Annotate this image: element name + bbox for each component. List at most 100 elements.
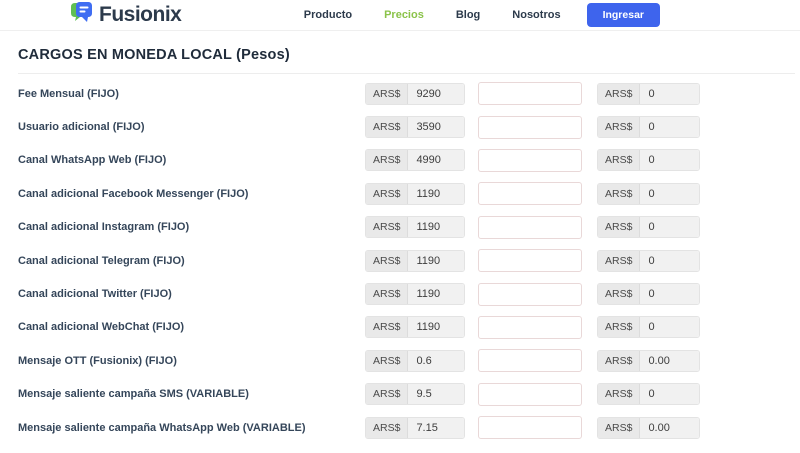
price-row-label: Fee Mensual (FIJO) bbox=[18, 87, 119, 100]
quantity-input[interactable] bbox=[478, 215, 582, 239]
price-row-label: Mensaje OTT (Fusionix) (FIJO) bbox=[18, 354, 177, 367]
base-price-group: ARS$ 9.5 bbox=[365, 383, 465, 406]
price-row: Canal adicional Twitter (FIJO) ARS$ 1190… bbox=[18, 277, 700, 310]
currency-prefix-label: ARS$ bbox=[366, 217, 409, 238]
price-row-label: Canal WhatsApp Web (FIJO) bbox=[18, 154, 167, 167]
price-row-label: Mensaje saliente campaña WhatsApp Web (V… bbox=[18, 421, 306, 434]
quantity-input[interactable] bbox=[478, 282, 582, 306]
quantity-input[interactable] bbox=[478, 249, 582, 273]
total-price-group: ARS$ 0.00 bbox=[597, 349, 700, 372]
quantity-input[interactable] bbox=[478, 115, 582, 139]
price-row: Fee Mensual (FIJO) ARS$ 9290 ARS$ 0 bbox=[18, 77, 700, 110]
total-price-value: 0 bbox=[640, 384, 699, 405]
currency-prefix-label: ARS$ bbox=[598, 183, 641, 204]
total-price-value: 0 bbox=[640, 284, 699, 305]
total-price-group: ARS$ 0 bbox=[597, 283, 700, 306]
base-price-value: 1190 bbox=[408, 250, 464, 271]
currency-prefix-label: ARS$ bbox=[366, 317, 409, 338]
total-price-value: 0 bbox=[640, 183, 699, 204]
quantity-input[interactable] bbox=[478, 382, 582, 406]
currency-prefix-label: ARS$ bbox=[366, 350, 409, 371]
title-divider bbox=[18, 73, 795, 74]
chat-bubbles-icon bbox=[68, 0, 95, 31]
price-row-label: Mensaje saliente campaña SMS (VARIABLE) bbox=[18, 388, 249, 401]
total-price-group: ARS$ 0 bbox=[597, 82, 700, 105]
base-price-value: 9.5 bbox=[408, 384, 464, 405]
currency-prefix-label: ARS$ bbox=[366, 250, 409, 271]
currency-prefix-label: ARS$ bbox=[366, 150, 409, 171]
total-price-value: 0 bbox=[640, 83, 699, 104]
price-row-label: Usuario adicional (FIJO) bbox=[18, 121, 145, 134]
logo-text: Fusionix bbox=[99, 3, 182, 26]
currency-prefix-label: ARS$ bbox=[598, 217, 641, 238]
quantity-input[interactable] bbox=[478, 82, 582, 106]
nav-item-nosotros[interactable]: Nosotros bbox=[512, 9, 561, 21]
price-row: Canal adicional Telegram (FIJO) ARS$ 119… bbox=[18, 244, 700, 277]
pricing-section: CARGOS EN MONEDA LOCAL (Pesos) Fee Mensu… bbox=[0, 47, 800, 444]
total-price-value: 0 bbox=[640, 250, 699, 271]
quantity-input[interactable] bbox=[478, 182, 582, 206]
currency-prefix-label: ARS$ bbox=[598, 250, 641, 271]
currency-prefix-label: ARS$ bbox=[598, 284, 641, 305]
currency-prefix-label: ARS$ bbox=[598, 317, 641, 338]
nav-item-precios[interactable]: Precios bbox=[384, 9, 424, 21]
total-price-group: ARS$ 0 bbox=[597, 116, 700, 139]
login-button[interactable]: Ingresar bbox=[586, 3, 660, 27]
main-nav: Producto Precios Blog Nosotros bbox=[304, 9, 561, 21]
base-price-value: 1190 bbox=[408, 284, 464, 305]
total-price-group: ARS$ 0 bbox=[597, 249, 700, 272]
currency-prefix-label: ARS$ bbox=[598, 150, 641, 171]
base-price-value: 3590 bbox=[408, 117, 464, 138]
total-price-value: 0 bbox=[640, 217, 699, 238]
logo[interactable]: Fusionix bbox=[68, 0, 182, 31]
price-row-label: Canal adicional Instagram (FIJO) bbox=[18, 221, 190, 234]
base-price-group: ARS$ 4990 bbox=[365, 149, 465, 172]
currency-prefix-label: ARS$ bbox=[366, 117, 409, 138]
currency-prefix-label: ARS$ bbox=[366, 284, 409, 305]
total-price-value: 0 bbox=[640, 317, 699, 338]
nav-item-blog[interactable]: Blog bbox=[455, 9, 481, 21]
price-row: Canal WhatsApp Web (FIJO) ARS$ 4990 ARS$… bbox=[18, 144, 700, 177]
price-row: Canal adicional Instagram (FIJO) ARS$ 11… bbox=[18, 211, 700, 244]
total-price-value: 0 bbox=[640, 117, 699, 138]
base-price-group: ARS$ 0.6 bbox=[365, 349, 465, 372]
base-price-group: ARS$ 3590 bbox=[365, 116, 465, 139]
price-row: Usuario adicional (FIJO) ARS$ 3590 ARS$ … bbox=[18, 110, 700, 143]
quantity-input[interactable] bbox=[478, 315, 582, 339]
currency-prefix-label: ARS$ bbox=[366, 384, 409, 405]
total-price-value: 0 bbox=[640, 150, 699, 171]
currency-prefix-label: ARS$ bbox=[366, 83, 409, 104]
total-price-group: ARS$ 0 bbox=[597, 216, 700, 239]
price-row: Mensaje OTT (Fusionix) (FIJO) ARS$ 0.6 A… bbox=[18, 344, 700, 377]
base-price-value: 9290 bbox=[408, 83, 464, 104]
base-price-value: 1190 bbox=[408, 183, 464, 204]
total-price-group: ARS$ 0 bbox=[597, 149, 700, 172]
base-price-value: 1190 bbox=[408, 217, 464, 238]
quantity-input[interactable] bbox=[478, 349, 582, 373]
base-price-value: 1190 bbox=[408, 317, 464, 338]
base-price-group: ARS$ 1190 bbox=[365, 216, 465, 239]
price-row-label: Canal adicional Telegram (FIJO) bbox=[18, 254, 185, 267]
total-price-group: ARS$ 0 bbox=[597, 316, 700, 339]
base-price-group: ARS$ 1190 bbox=[365, 316, 465, 339]
base-price-group: ARS$ 7.15 bbox=[365, 416, 465, 439]
quantity-input[interactable] bbox=[478, 416, 582, 440]
price-row: Canal adicional WebChat (FIJO) ARS$ 1190… bbox=[18, 311, 700, 344]
currency-prefix-label: ARS$ bbox=[598, 350, 641, 371]
total-price-group: ARS$ 0.00 bbox=[597, 416, 700, 439]
currency-prefix-label: ARS$ bbox=[598, 117, 641, 138]
quantity-input[interactable] bbox=[478, 148, 582, 172]
price-row-label: Canal adicional WebChat (FIJO) bbox=[18, 321, 185, 334]
currency-prefix-label: ARS$ bbox=[598, 417, 641, 438]
total-price-value: 0.00 bbox=[640, 350, 699, 371]
currency-prefix-label: ARS$ bbox=[598, 384, 641, 405]
base-price-value: 0.6 bbox=[408, 350, 464, 371]
currency-prefix-label: ARS$ bbox=[366, 183, 409, 204]
base-price-value: 7.15 bbox=[408, 417, 464, 438]
page-title: CARGOS EN MONEDA LOCAL (Pesos) bbox=[18, 47, 290, 63]
base-price-group: ARS$ 9290 bbox=[365, 82, 465, 105]
base-price-value: 4990 bbox=[408, 150, 464, 171]
nav-item-producto[interactable]: Producto bbox=[303, 9, 353, 21]
base-price-group: ARS$ 1190 bbox=[365, 249, 465, 272]
price-row: Mensaje saliente campaña WhatsApp Web (V… bbox=[18, 411, 700, 444]
